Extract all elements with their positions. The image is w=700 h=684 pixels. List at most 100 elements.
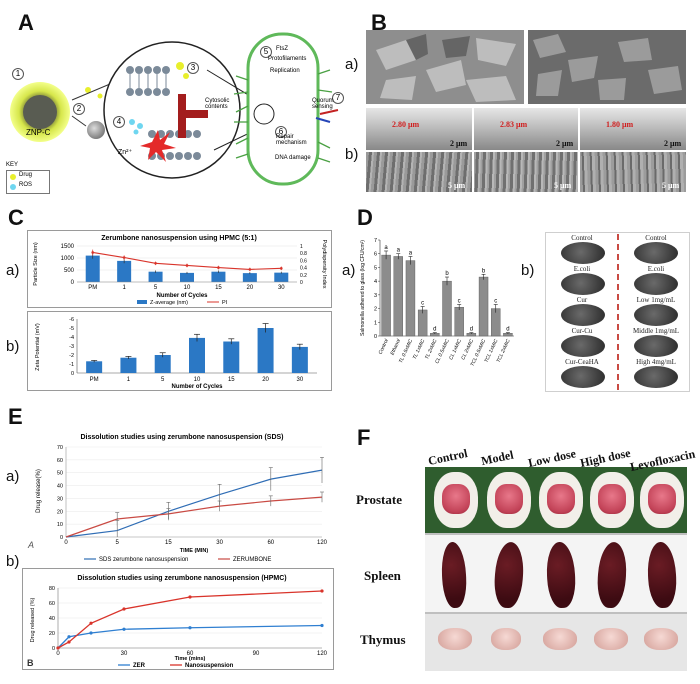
y-tick-label: -6 [69, 317, 74, 323]
x-tick-label: 10 [194, 377, 201, 383]
plate-label: Control [645, 234, 667, 242]
label-ros: ROS [19, 182, 33, 188]
legend-label-bars: Z-average (nm) [150, 300, 188, 306]
significance-letter: c [421, 301, 424, 307]
y-tick-label: 40 [49, 616, 55, 622]
series-point [89, 631, 93, 635]
panel-d-sub-b: b) [521, 262, 535, 279]
x-tick-label: PM [90, 377, 99, 383]
scale-bar-b1-1: 2 μm [450, 139, 468, 148]
label-n4: 4 [113, 116, 125, 128]
label-ftsz: FtsZ [276, 46, 288, 52]
pi-point [154, 261, 157, 265]
panel-b-letter: B [371, 10, 387, 35]
agar-plate [561, 304, 605, 326]
label-n1: 1 [12, 68, 24, 80]
y-tick-label: 80 [49, 586, 55, 592]
panel-b-sub-b: b) [345, 146, 359, 163]
row-label-thymus: Thymus [360, 632, 406, 647]
thymus-specimen [438, 628, 472, 650]
legend-label-pi: PI [222, 300, 228, 306]
plate-label: E.coli [647, 265, 665, 273]
y-axis-label: Drug release(%) [36, 469, 42, 513]
x-tick-label: 5 [116, 540, 120, 546]
label-key: KEY [6, 162, 19, 168]
bar [85, 255, 100, 282]
significance-letter: a [409, 250, 413, 256]
agar-plate [561, 335, 605, 357]
scale-bar-b1-2: 2 μm [556, 139, 574, 148]
agar-plate [634, 366, 678, 388]
bar [189, 337, 205, 373]
pi-point [91, 251, 95, 254]
y-tick-label: 0 [60, 535, 63, 541]
pi-point [248, 268, 252, 271]
scale-bar-b2-3: 5 μm [662, 181, 680, 190]
significance-letter: b [445, 271, 449, 277]
bar [242, 273, 257, 282]
thymus-specimen [491, 628, 521, 650]
plate-label: Control [571, 234, 593, 242]
series-line [57, 624, 323, 649]
mechanism-diagram [10, 32, 339, 186]
panel-e-mark-a: A [28, 540, 35, 550]
plate-label: Middle 1mg/mL [632, 327, 680, 335]
x-tick-label: 5 [154, 285, 158, 291]
pi-point [185, 264, 189, 267]
scale-bar-b2-2: 5 μm [554, 181, 572, 190]
series-point [188, 626, 192, 630]
series-point [67, 640, 71, 644]
sem-image-b6 [580, 152, 686, 192]
y-tick-label: 10 [57, 522, 63, 528]
bar [274, 272, 289, 282]
damage-burst [140, 130, 176, 162]
bar [478, 276, 489, 337]
bar [393, 256, 403, 337]
y-axis-label: Zeta Potential (mV) [35, 323, 41, 371]
prostate-tissue [495, 484, 523, 514]
x-tick-label: 15 [228, 377, 235, 383]
agar-plate [634, 304, 678, 326]
pore-channel [178, 94, 186, 138]
y-tick-label: 0 [52, 646, 55, 652]
sem-image-b2 [474, 108, 578, 150]
chart-dissolution-sds: Dissolution studies using zerumbone nano… [36, 434, 328, 563]
sem-image-b1 [366, 108, 472, 150]
chart-salmonella-adhesion: 0 1 2 3 4 5 6 7 Salmonella adhered to glass (log… [360, 238, 514, 367]
x-tick-label: 60 [187, 651, 194, 657]
x-tick-label: 1 [122, 285, 126, 291]
plate-label: Cur-Cu [571, 327, 593, 335]
significance-letter: c [458, 298, 461, 304]
y-tick-label: 3 [374, 293, 377, 299]
significance-letter: b [482, 268, 486, 274]
prostate-tissue [442, 484, 470, 514]
sem-image-b5 [474, 152, 578, 192]
y-tick-label: 2 [374, 307, 377, 313]
bar [417, 309, 428, 337]
label-n2: 2 [73, 103, 85, 115]
x-tick-label: 0 [64, 540, 68, 546]
series-point [67, 635, 71, 639]
x-tick-label: 30 [216, 540, 223, 546]
y2-tick-label: 0.2 [300, 273, 307, 279]
sem-image-b4 [366, 152, 472, 192]
bar [442, 280, 452, 337]
plate-label: Low 1mg/mL [636, 296, 676, 304]
y-tick-label: 30 [57, 496, 63, 502]
x-tick-label: 5 [161, 377, 165, 383]
label-n3: 3 [187, 62, 199, 74]
x-tick-label: 60 [267, 540, 274, 546]
col-label-model: Model [479, 447, 515, 469]
x-tick-label: 90 [253, 651, 260, 657]
agar-plate [561, 242, 605, 264]
pi-point [122, 256, 126, 259]
significance-letter: d [506, 327, 509, 333]
pi-point [217, 266, 220, 269]
x-tick-label: 30 [121, 651, 128, 657]
series-line [65, 469, 323, 538]
label-repair: Repair mechanism [276, 134, 307, 146]
series-point [56, 646, 60, 650]
plate-label: Cur-CeaHA [565, 358, 599, 366]
prostate-tissue [598, 484, 626, 514]
